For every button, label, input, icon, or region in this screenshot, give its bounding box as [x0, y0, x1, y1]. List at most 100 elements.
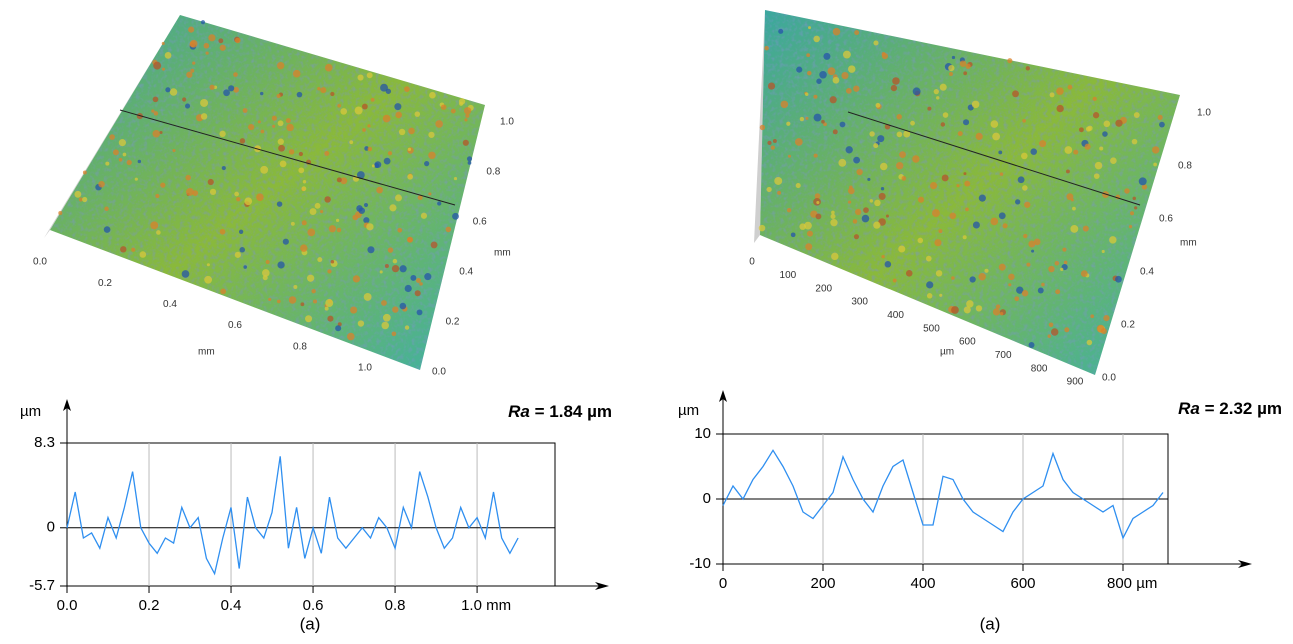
speckle [340, 177, 348, 185]
speckle [233, 86, 240, 93]
speckle [838, 158, 847, 167]
speckle [830, 213, 836, 219]
speckle [807, 70, 812, 76]
speckle [963, 306, 971, 314]
speckle [219, 130, 226, 138]
profile-line [847, 111, 1141, 206]
speckle [209, 84, 215, 90]
speckle [209, 188, 217, 195]
speckle [363, 217, 370, 224]
speckle [832, 129, 838, 135]
surface-x-unit: mm [198, 347, 215, 358]
speckle [878, 192, 886, 200]
speckle [363, 202, 369, 208]
speckle [182, 97, 187, 102]
speckle [799, 116, 805, 122]
surface-x-label: 0.2 [98, 278, 112, 289]
speckle [391, 331, 397, 337]
speckle [767, 140, 772, 146]
speckle [276, 299, 281, 304]
speckle [293, 285, 298, 290]
surface-base [754, 10, 765, 243]
speckle [839, 121, 846, 128]
roughness-annotation: Ra = 2.32 µm [1178, 399, 1282, 418]
speckle [352, 214, 359, 221]
surface-x-label: 1.0 [358, 363, 372, 374]
speckle [392, 306, 399, 313]
speckle [298, 151, 304, 157]
speckle [885, 214, 889, 218]
speckle [272, 124, 276, 128]
speckle [429, 91, 436, 99]
speckle [1132, 196, 1137, 201]
speckle [219, 228, 226, 235]
speckle [367, 124, 371, 128]
y-tick-label: 0 [47, 519, 55, 536]
speckle [296, 91, 303, 98]
speckle [863, 207, 869, 214]
speckle [1016, 286, 1024, 294]
speckle [965, 207, 969, 212]
speckle [407, 237, 413, 243]
speckle [1064, 146, 1073, 154]
speckle [832, 76, 840, 84]
speckle [356, 205, 363, 212]
speckle [813, 94, 818, 99]
speckle [208, 34, 216, 42]
speckle [159, 131, 163, 135]
speckle [213, 85, 218, 90]
speckle [770, 145, 775, 150]
speckle [819, 71, 827, 79]
speckle [239, 138, 246, 144]
speckle [98, 180, 105, 188]
speckle [856, 168, 863, 176]
speckle [440, 104, 447, 110]
speckle [808, 26, 812, 30]
speckle [327, 269, 332, 274]
speckle [1103, 314, 1110, 322]
speckle [277, 120, 284, 127]
surface-x-label: 100 [780, 270, 797, 281]
speckle [399, 302, 407, 310]
speckle [867, 177, 871, 181]
speckle [898, 245, 906, 253]
speckle [1100, 328, 1107, 335]
speckle [370, 97, 375, 102]
speckle [957, 131, 963, 137]
speckle [912, 87, 921, 96]
speckle [873, 221, 881, 229]
speckle [200, 99, 209, 107]
speckle [204, 275, 213, 284]
speckle [82, 170, 87, 175]
speckle [963, 71, 968, 76]
speckle [301, 186, 307, 192]
speckle [948, 64, 955, 72]
speckle [890, 84, 898, 92]
speckle [203, 42, 210, 49]
speckle [165, 87, 171, 93]
speckle [462, 139, 469, 146]
speckle [990, 120, 999, 128]
speckle [327, 315, 334, 322]
speckle [975, 132, 983, 141]
speckle [1025, 66, 1030, 71]
speckle [806, 230, 813, 237]
speckle [848, 65, 856, 73]
profile [66, 456, 519, 576]
speckle [381, 321, 389, 330]
surface-x-label: 0.6 [228, 320, 242, 331]
speckle [186, 71, 193, 78]
surface-x-label: 0.0 [33, 257, 47, 268]
speckle [881, 254, 885, 259]
speckle [1084, 143, 1091, 150]
surface-y-label: 0.4 [459, 267, 473, 278]
speckle [995, 304, 1001, 309]
speckle [934, 239, 942, 247]
speckle [813, 153, 818, 158]
speckle [831, 210, 835, 215]
surface-x-label: 800 [1031, 363, 1048, 374]
surface-y-label: 0.6 [473, 217, 487, 228]
speckle [847, 187, 855, 195]
speckle [259, 91, 264, 96]
speckle [939, 293, 943, 297]
